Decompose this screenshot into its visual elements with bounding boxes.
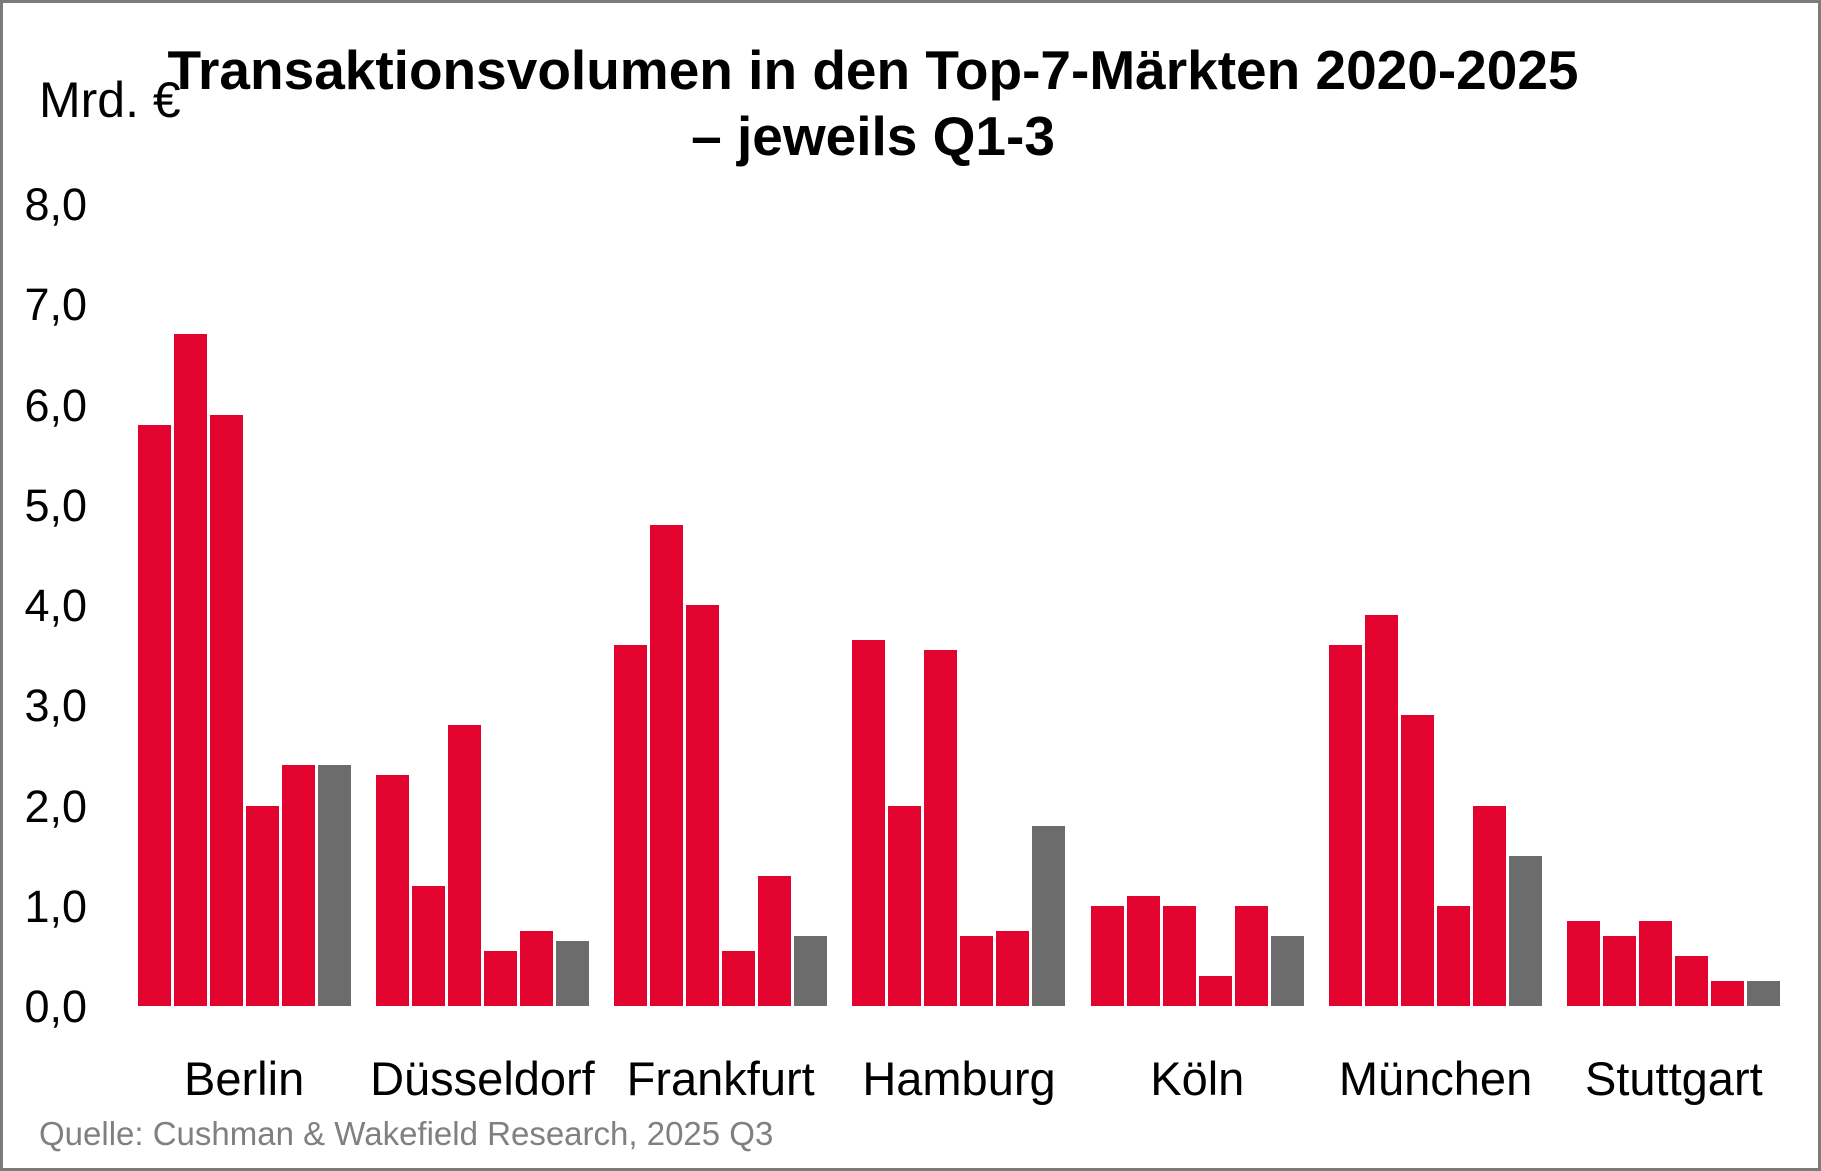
- bar-düsseldorf-2020: [375, 775, 409, 1006]
- bar-frankfurt-2023: [722, 950, 756, 1006]
- bar-hamburg-2022: [924, 650, 958, 1006]
- y-tick-label: 6,0: [24, 379, 87, 431]
- bar-münchen-2023: [1437, 905, 1471, 1006]
- bar-köln-2022: [1162, 905, 1196, 1006]
- bar-stuttgart-2025: [1747, 980, 1781, 1006]
- bar-berlin-2023: [245, 805, 279, 1006]
- y-tick-label: 1,0: [24, 880, 87, 932]
- y-tick-label: 7,0: [24, 279, 87, 331]
- bar-düsseldorf-2024: [519, 930, 553, 1006]
- y-axis-unit-label: Mrd. €: [39, 72, 181, 128]
- bar-berlin-2022: [209, 414, 243, 1006]
- bar-düsseldorf-2025: [555, 940, 589, 1006]
- bar-berlin-2024: [281, 765, 315, 1006]
- bar-frankfurt-2025: [794, 935, 828, 1006]
- bar-berlin-2025: [317, 765, 351, 1006]
- x-label-köln: Köln: [1150, 1052, 1245, 1105]
- y-tick-label: 0,0: [24, 981, 87, 1032]
- x-label-münchen: München: [1338, 1052, 1533, 1105]
- chart-title-line-1: Transaktionsvolumen in den Top-7-Märkten…: [167, 39, 1579, 101]
- x-label-hamburg: Hamburg: [862, 1052, 1056, 1105]
- bar-group-hamburg: [840, 204, 1078, 1006]
- y-tick-label: 3,0: [24, 680, 87, 732]
- x-label-stuttgart: Stuttgart: [1585, 1052, 1763, 1105]
- bar-hamburg-2021: [888, 805, 922, 1006]
- bar-frankfurt-2020: [614, 645, 648, 1006]
- x-label-frankfurt: Frankfurt: [626, 1052, 815, 1105]
- bar-köln-2020: [1090, 905, 1124, 1006]
- bar-köln-2025: [1270, 935, 1304, 1006]
- y-tick-label: 5,0: [24, 479, 87, 531]
- bar-berlin-2021: [173, 334, 207, 1006]
- bar-hamburg-2025: [1032, 825, 1066, 1006]
- bar-köln-2024: [1234, 905, 1268, 1006]
- bar-stuttgart-2023: [1675, 955, 1709, 1006]
- bar-münchen-2022: [1401, 715, 1435, 1006]
- bar-berlin-2020: [137, 424, 171, 1006]
- bar-münchen-2024: [1473, 805, 1507, 1006]
- bar-group-stuttgart: [1555, 204, 1793, 1006]
- bar-stuttgart-2020: [1567, 920, 1601, 1006]
- bar-stuttgart-2021: [1603, 935, 1637, 1006]
- chart-title: Transaktionsvolumen in den Top-7-Märkten…: [3, 37, 1743, 169]
- bar-köln-2023: [1198, 975, 1232, 1006]
- x-label-düsseldorf: Düsseldorf: [370, 1052, 595, 1105]
- bar-frankfurt-2021: [650, 524, 684, 1006]
- y-tick-label: 2,0: [24, 780, 87, 832]
- bar-düsseldorf-2023: [483, 950, 517, 1006]
- chart-title-line-2: – jeweils Q1-3: [691, 105, 1055, 167]
- bar-düsseldorf-2021: [411, 885, 445, 1006]
- x-label-berlin: Berlin: [184, 1052, 305, 1105]
- bar-hamburg-2023: [960, 935, 994, 1006]
- y-tick-label: 4,0: [24, 580, 87, 631]
- bar-münchen-2020: [1329, 645, 1363, 1006]
- bar-hamburg-2024: [996, 930, 1030, 1006]
- x-axis-category-labels: Berlin Düsseldorf Frankfurt Hamburg Köln Münc…: [125, 1051, 1793, 1107]
- bar-münchen-2025: [1509, 855, 1543, 1006]
- bar-group-berlin: [125, 204, 363, 1006]
- y-axis-tick-labels: 8,0 7,0 6,0 5,0 4,0 3,0 2,0 1,0 0,0: [3, 182, 87, 1029]
- bar-group-düsseldorf: [363, 204, 601, 1006]
- bar-frankfurt-2022: [686, 605, 720, 1006]
- bar-hamburg-2020: [852, 640, 886, 1006]
- bar-köln-2021: [1126, 895, 1160, 1006]
- bar-münchen-2021: [1365, 615, 1399, 1006]
- bar-frankfurt-2024: [758, 875, 792, 1006]
- bar-stuttgart-2022: [1639, 920, 1673, 1006]
- source-note: Quelle: Cushman & Wakefield Research, 20…: [39, 1115, 774, 1152]
- plot-area: [125, 204, 1793, 1006]
- bar-group-münchen: [1316, 204, 1554, 1006]
- bar-group-köln: [1078, 204, 1316, 1006]
- bar-stuttgart-2024: [1711, 980, 1745, 1006]
- y-tick-label: 8,0: [24, 179, 87, 230]
- bar-düsseldorf-2022: [447, 725, 481, 1006]
- bar-group-frankfurt: [602, 204, 840, 1006]
